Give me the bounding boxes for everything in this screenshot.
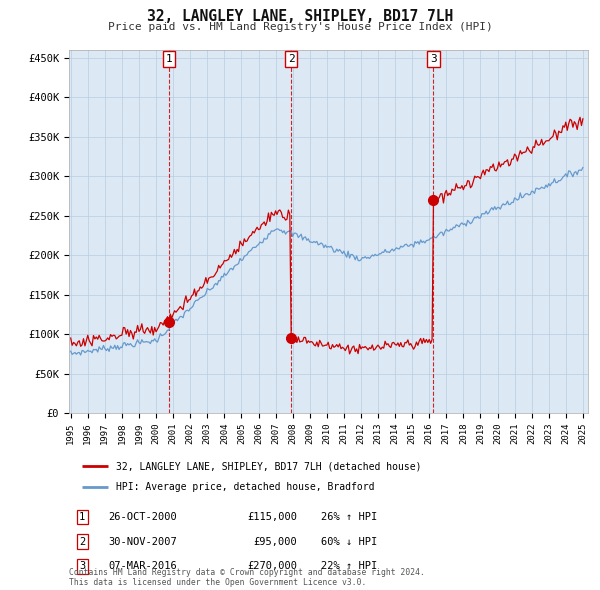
- Text: 1: 1: [79, 512, 85, 522]
- Text: HPI: Average price, detached house, Bradford: HPI: Average price, detached house, Brad…: [116, 481, 374, 491]
- Text: 26% ↑ HPI: 26% ↑ HPI: [321, 512, 377, 522]
- Text: £270,000: £270,000: [247, 562, 297, 572]
- Text: £115,000: £115,000: [247, 512, 297, 522]
- Text: 22% ↑ HPI: 22% ↑ HPI: [321, 562, 377, 572]
- Text: 30-NOV-2007: 30-NOV-2007: [108, 537, 177, 547]
- Text: 32, LANGLEY LANE, SHIPLEY, BD17 7LH: 32, LANGLEY LANE, SHIPLEY, BD17 7LH: [147, 9, 453, 24]
- Text: 32, LANGLEY LANE, SHIPLEY, BD17 7LH (detached house): 32, LANGLEY LANE, SHIPLEY, BD17 7LH (det…: [116, 461, 421, 471]
- Text: 2: 2: [288, 54, 295, 64]
- Text: 26-OCT-2000: 26-OCT-2000: [108, 512, 177, 522]
- Text: 3: 3: [79, 562, 85, 572]
- Text: 60% ↓ HPI: 60% ↓ HPI: [321, 537, 377, 547]
- Text: Contains HM Land Registry data © Crown copyright and database right 2024.
This d: Contains HM Land Registry data © Crown c…: [69, 568, 425, 587]
- Text: 07-MAR-2016: 07-MAR-2016: [108, 562, 177, 572]
- Text: Price paid vs. HM Land Registry's House Price Index (HPI): Price paid vs. HM Land Registry's House …: [107, 22, 493, 32]
- Text: 2: 2: [79, 537, 85, 547]
- Text: 1: 1: [166, 54, 172, 64]
- Text: £95,000: £95,000: [253, 537, 297, 547]
- Text: 3: 3: [430, 54, 437, 64]
